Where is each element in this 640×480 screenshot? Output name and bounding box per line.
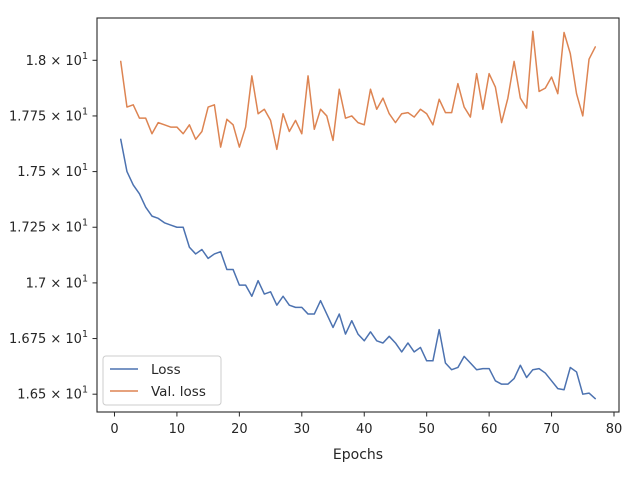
series-line-val-loss: [119, 30, 597, 151]
x-tick-label: 30: [294, 422, 311, 437]
y-tick-label: 1.675 × 101: [9, 329, 88, 347]
legend: Loss Val. loss: [102, 355, 222, 406]
x-tick-label: 50: [418, 422, 435, 437]
y-tick-label: 1.725 × 101: [9, 218, 88, 236]
y-axis-ticks: 1.65 × 101 1.675 × 101 1.7 × 101 1.725 × 10…: [9, 51, 97, 403]
x-tick-label: 0: [110, 422, 118, 437]
x-tick-label: 20: [231, 422, 248, 437]
x-tick-label: 70: [543, 422, 560, 437]
x-axis-label: Epochs: [333, 447, 383, 463]
y-tick-label: 1.65 × 101: [17, 385, 88, 403]
legend-label-loss: Loss: [151, 362, 181, 378]
y-tick-label: 1.8 × 101: [26, 51, 88, 69]
x-tick-label: 40: [356, 422, 373, 437]
plot-lines: [119, 30, 597, 400]
x-tick-label: 80: [606, 422, 623, 437]
x-tick-label: 60: [481, 422, 498, 437]
y-tick-label: 1.775 × 101: [9, 106, 88, 124]
legend-label-val-loss: Val. loss: [151, 384, 206, 400]
x-axis-ticks: 0 10 20 30 40 50 60 70 80: [110, 412, 622, 437]
y-tick-label: 1.7 × 101: [26, 273, 88, 291]
x-tick-label: 10: [169, 422, 186, 437]
axes-frame: [96, 17, 620, 413]
y-tick-label: 1.75 × 101: [17, 162, 88, 180]
series-line-loss: [119, 138, 597, 400]
